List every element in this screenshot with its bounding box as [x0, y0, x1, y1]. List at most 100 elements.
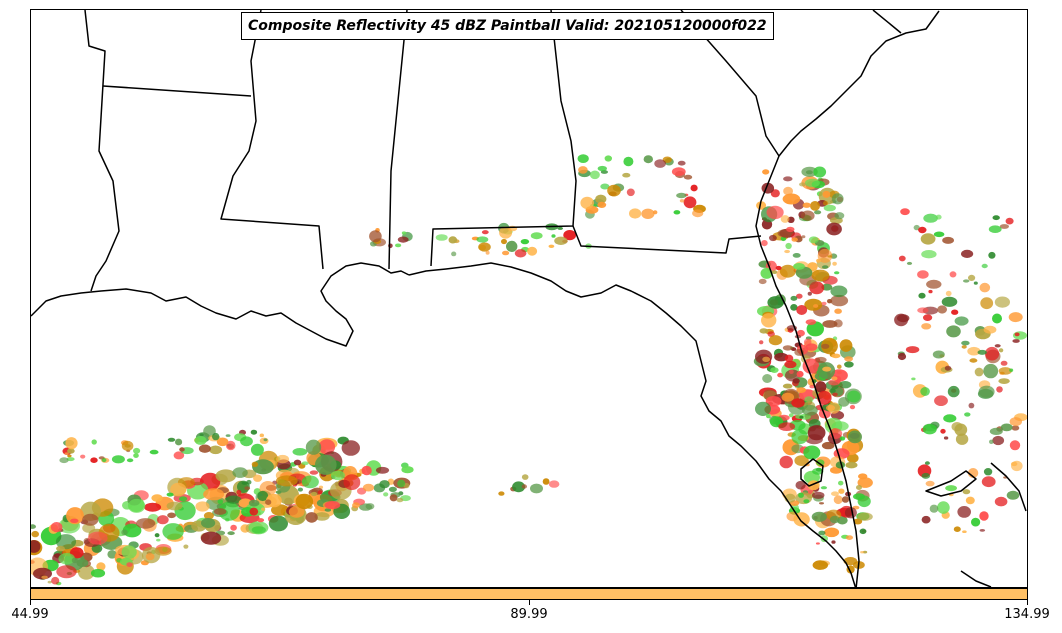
- reflectivity-blob: [806, 321, 824, 337]
- reflectivity-blob: [924, 461, 930, 465]
- reflectivity-blob: [796, 293, 803, 299]
- reflectivity-blob: [1009, 440, 1021, 451]
- reflectivity-blob: [759, 328, 769, 334]
- reflectivity-blob: [31, 530, 39, 538]
- reflectivity-blob: [259, 433, 264, 438]
- reflectivity-blob: [498, 491, 505, 496]
- reflectivity-blob: [940, 428, 946, 434]
- reflectivity-blob: [782, 383, 793, 389]
- reflectivity-blob: [127, 498, 146, 513]
- reflectivity-blob: [791, 398, 805, 408]
- reflectivity-blob: [988, 225, 1002, 233]
- reflectivity-blob: [70, 518, 79, 523]
- reflectivity-blob: [827, 299, 833, 304]
- reflectivity-blob: [823, 200, 829, 206]
- reflectivity-blob: [906, 261, 913, 265]
- reflectivity-blob: [947, 385, 960, 398]
- colorbar-tick: [1027, 600, 1028, 605]
- reflectivity-blob: [822, 190, 831, 198]
- reflectivity-blob: [766, 414, 771, 419]
- reflectivity-blob: [654, 159, 666, 168]
- reflectivity-blob: [311, 491, 318, 497]
- reflectivity-blob: [1000, 360, 1008, 366]
- reflectivity-blob: [133, 453, 139, 458]
- reflectivity-blob: [817, 248, 833, 263]
- reflectivity-blob: [756, 201, 767, 210]
- reflectivity-blob: [807, 425, 826, 441]
- reflectivity-blob: [248, 499, 260, 507]
- reflectivity-blob: [232, 467, 248, 478]
- reflectivity-blob: [156, 538, 161, 542]
- reflectivity-blob: [66, 571, 73, 576]
- reflectivity-blob: [389, 494, 398, 502]
- reflectivity-blob: [943, 414, 957, 423]
- reflectivity-blob: [77, 564, 95, 580]
- reflectivity-blob: [121, 440, 134, 451]
- reflectivity-blob: [369, 230, 382, 243]
- reflectivity-blob: [957, 506, 971, 518]
- reflectivity-blob: [324, 501, 341, 510]
- reflectivity-blob: [813, 166, 827, 178]
- reflectivity-blob: [786, 226, 795, 233]
- reflectivity-blob: [784, 354, 794, 363]
- reflectivity-blob: [173, 451, 185, 460]
- reflectivity-blob: [765, 396, 782, 407]
- reflectivity-blob: [826, 222, 842, 236]
- reflectivity-blob: [811, 491, 825, 499]
- reflectivity-blob: [767, 296, 784, 309]
- state-border-lines: [572, 225, 762, 254]
- reflectivity-blob: [203, 488, 225, 501]
- reflectivity-blob: [857, 477, 873, 488]
- reflectivity-blob: [805, 319, 817, 325]
- reflectivity-blob: [812, 468, 824, 475]
- reflectivity-blob: [978, 385, 995, 398]
- reflectivity-blob: [548, 244, 555, 248]
- reflectivity-blob: [813, 304, 819, 308]
- reflectivity-blob: [954, 316, 969, 326]
- reflectivity-blob: [383, 492, 389, 497]
- reflectivity-blob: [898, 255, 906, 262]
- colorbar-tick: [529, 600, 530, 605]
- reflectivity-blob: [815, 381, 827, 393]
- reflectivity-blob: [844, 356, 853, 362]
- reflectivity-blob: [309, 470, 319, 475]
- reflectivity-blob: [641, 208, 655, 219]
- reflectivity-blob: [925, 480, 935, 487]
- reflectivity-blob: [755, 401, 771, 416]
- reflectivity-blob: [330, 470, 345, 481]
- reflectivity-blob: [983, 325, 997, 334]
- reflectivity-blob: [50, 522, 63, 533]
- reflectivity-blob: [983, 468, 993, 476]
- reflectivity-blob: [827, 402, 841, 414]
- reflectivity-blob: [804, 396, 814, 403]
- reflectivity-blob: [305, 512, 318, 523]
- bahamas-islands: [960, 570, 992, 587]
- reflectivity-blob: [964, 412, 971, 417]
- reflectivity-blob: [973, 281, 978, 285]
- reflectivity-blob: [90, 457, 98, 464]
- reflectivity-blob: [783, 176, 793, 182]
- reflectivity-blob: [622, 172, 631, 178]
- reflectivity-blob: [676, 192, 687, 199]
- reflectivity-blob: [847, 430, 863, 444]
- reflectivity-blob: [923, 314, 933, 321]
- reflectivity-blob: [375, 466, 390, 474]
- state-border-lines: [84, 10, 120, 292]
- reflectivity-blob: [673, 210, 681, 215]
- reflectivity-blob: [251, 526, 266, 534]
- reflectivity-blob: [934, 395, 948, 407]
- reflectivity-blob: [683, 174, 693, 180]
- reflectivity-blob: [777, 372, 783, 378]
- bahamas-islands: [925, 470, 977, 497]
- reflectivity-blob: [401, 466, 414, 474]
- reflectivity-blob: [758, 278, 767, 285]
- reflectivity-blob: [250, 443, 264, 456]
- reflectivity-blob: [761, 313, 777, 328]
- reflectivity-blob: [766, 205, 784, 220]
- reflectivity-blob: [793, 263, 805, 270]
- reflectivity-blob: [827, 255, 833, 258]
- reflectivity-blob: [979, 529, 986, 532]
- reflectivity-blob: [942, 236, 954, 244]
- reflectivity-blob: [935, 214, 942, 220]
- reflectivity-blob: [397, 236, 409, 243]
